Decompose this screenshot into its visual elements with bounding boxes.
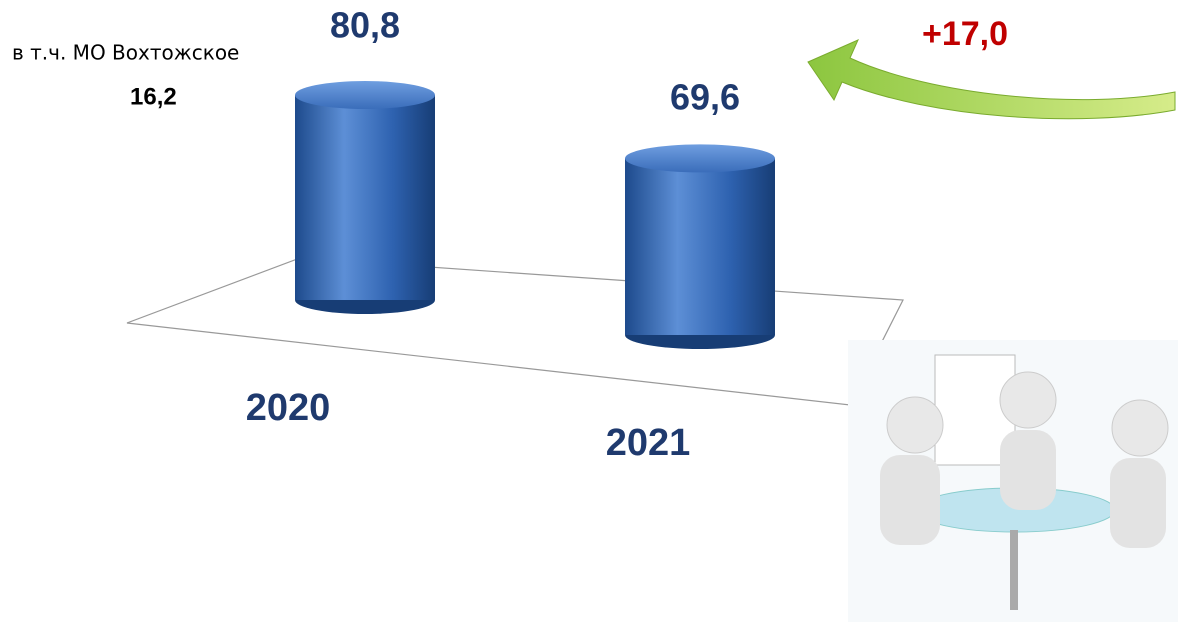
value-label: 69,6 bbox=[670, 77, 740, 118]
arrow bbox=[807, 39, 1176, 120]
bar-cap bbox=[625, 144, 775, 173]
person-body bbox=[1000, 430, 1056, 510]
note-annotation: в т.ч. МО Вохтожское bbox=[12, 41, 239, 65]
table-leg bbox=[1010, 530, 1018, 610]
change-annotation: +17,0 bbox=[922, 15, 1008, 53]
x-tick-label: 2020 bbox=[246, 387, 331, 429]
person-body bbox=[1110, 458, 1166, 548]
person-head bbox=[999, 371, 1057, 429]
bar bbox=[295, 95, 435, 300]
x-tick-label: 2021 bbox=[606, 422, 691, 464]
person-head bbox=[886, 396, 944, 454]
illustration bbox=[848, 340, 1178, 622]
value-label: 80,8 bbox=[330, 5, 400, 46]
person-body bbox=[880, 455, 940, 545]
bar bbox=[625, 158, 775, 335]
floor bbox=[126, 257, 904, 406]
person-head bbox=[1111, 399, 1169, 457]
bar-cap bbox=[295, 81, 435, 109]
note-value: 16,2 bbox=[130, 83, 177, 110]
